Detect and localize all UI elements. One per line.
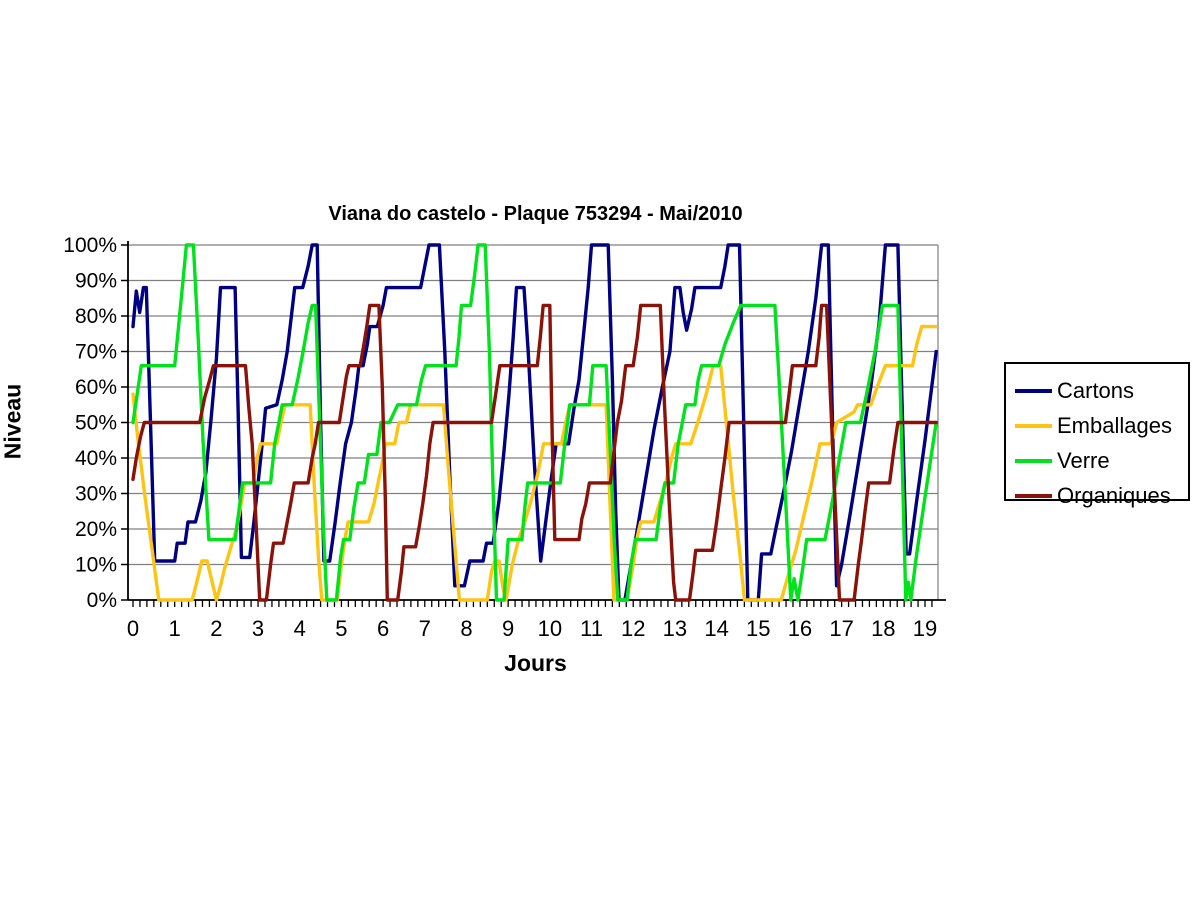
y-tick-label: 40% bbox=[75, 447, 117, 470]
x-tick-label: 6 bbox=[377, 616, 389, 641]
x-tick-label: 4 bbox=[294, 616, 306, 641]
x-tick-label: 1 bbox=[169, 616, 181, 641]
legend-item-organiques: Organiques bbox=[1006, 478, 1188, 513]
legend-label: Cartons bbox=[1057, 377, 1135, 403]
legend-swatch-cartons bbox=[1015, 388, 1052, 393]
legend: Cartons Emballages Verre Organiques bbox=[1004, 362, 1190, 508]
legend-item-emballages: Emballages bbox=[1006, 408, 1188, 443]
y-tick-label: 30% bbox=[75, 483, 117, 506]
x-tick-label: 16 bbox=[788, 616, 812, 641]
y-tick-label: 50% bbox=[75, 412, 117, 435]
x-tick-label: 17 bbox=[829, 616, 853, 641]
x-tick-label: 18 bbox=[871, 616, 895, 641]
y-tick-label: 60% bbox=[75, 376, 117, 399]
x-tick-label: 15 bbox=[746, 616, 770, 641]
legend-swatch-verre bbox=[1015, 458, 1052, 463]
legend-label: Verre bbox=[1057, 447, 1110, 473]
x-tick-label: 2 bbox=[210, 616, 222, 641]
x-tick-label: 3 bbox=[252, 616, 264, 641]
y-tick-label: 10% bbox=[75, 554, 117, 577]
x-tick-label: 14 bbox=[704, 616, 728, 641]
legend-item-cartons: Cartons bbox=[1006, 373, 1188, 408]
legend-swatch-emballages bbox=[1015, 423, 1052, 428]
y-tick-label: 90% bbox=[75, 270, 117, 293]
chart-title: Viana do castelo - Plaque 753294 - Mai/2… bbox=[328, 203, 743, 225]
x-tick-label: 11 bbox=[580, 616, 603, 641]
x-tick-label: 5 bbox=[335, 616, 347, 641]
series-line-verre bbox=[131, 243, 938, 602]
x-tick-label: 0 bbox=[127, 616, 139, 641]
x-tick-label: 9 bbox=[502, 616, 514, 641]
y-tick-label: 100% bbox=[63, 234, 117, 257]
x-tick-label: 7 bbox=[419, 616, 431, 641]
legend-swatch-organiques bbox=[1015, 493, 1052, 498]
y-tick-label: 80% bbox=[75, 305, 117, 328]
legend-item-verre: Verre bbox=[1006, 443, 1188, 478]
x-tick-label: 10 bbox=[538, 616, 562, 641]
legend-label: Organiques bbox=[1057, 482, 1171, 508]
x-tick-label: 12 bbox=[621, 616, 645, 641]
x-axis-title: Jours bbox=[504, 650, 567, 676]
y-tick-label: 70% bbox=[75, 341, 117, 364]
legend-label: Emballages bbox=[1057, 412, 1172, 438]
y-tick-label: 0% bbox=[87, 589, 117, 612]
y-tick-label: 20% bbox=[75, 518, 117, 541]
x-tick-label: 19 bbox=[913, 616, 937, 641]
series-line-organiques bbox=[131, 303, 938, 602]
x-tick-label: 8 bbox=[460, 616, 472, 641]
x-tick-label: 13 bbox=[663, 616, 687, 641]
